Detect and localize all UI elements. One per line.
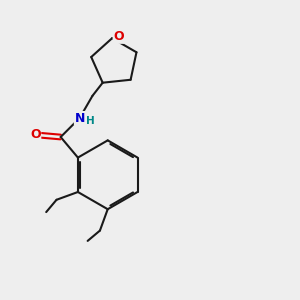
Text: H: H [86,116,95,126]
Text: N: N [74,112,85,124]
Text: O: O [113,30,124,43]
Text: O: O [30,128,41,141]
